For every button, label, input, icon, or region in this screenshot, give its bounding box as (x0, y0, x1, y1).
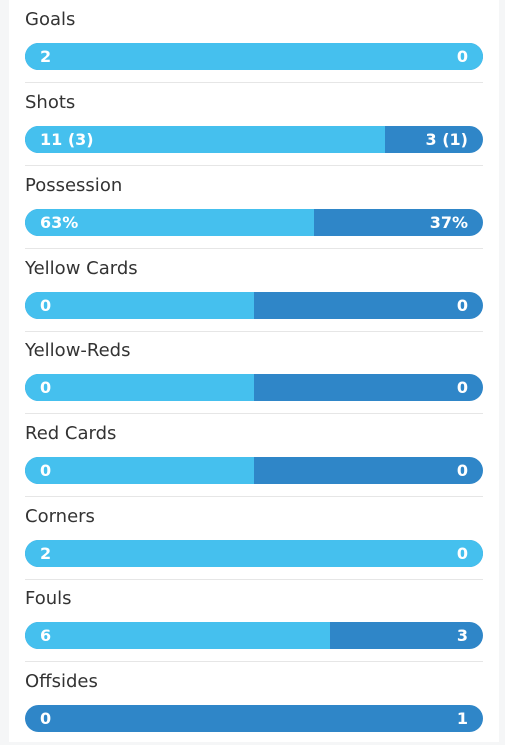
stat-bar: 2 0 (25, 43, 483, 70)
stat-label: Goals (25, 9, 76, 30)
home-bar-fill (25, 540, 483, 567)
stat-row-fouls: Fouls 6 3 (25, 579, 483, 662)
home-value: 2 (40, 544, 52, 563)
stat-bar: 63% 37% (25, 209, 483, 236)
stat-bar: 2 0 (25, 540, 483, 567)
home-bar-fill (25, 457, 254, 484)
stat-bar: 6 3 (25, 622, 483, 649)
stat-row-yellow-reds: Yellow-Reds 0 0 (25, 331, 483, 414)
home-value: 0 (40, 709, 52, 728)
stat-row-corners: Corners 2 0 (25, 497, 483, 580)
away-value: 0 (456, 296, 468, 315)
home-bar-fill (25, 209, 314, 236)
away-value: 0 (456, 378, 468, 397)
stat-bar: 0 1 (25, 705, 483, 732)
stat-row-shots: Shots 11 (3) 3 (1) (25, 83, 483, 166)
home-value: 0 (40, 461, 52, 480)
away-value: 3 (456, 626, 468, 645)
divider (25, 661, 483, 662)
stat-bar: 0 0 (25, 374, 483, 401)
home-bar-fill (25, 622, 331, 649)
divider (25, 248, 483, 249)
home-value: 0 (40, 296, 52, 315)
stat-label: Yellow-Reds (25, 340, 131, 361)
divider (25, 496, 483, 497)
stat-label: Shots (25, 92, 76, 113)
match-stats-panel: Goals 2 0 Shots 11 (3) 3 (1) Possession … (9, 0, 499, 742)
stat-row-red-cards: Red Cards 0 0 (25, 414, 483, 497)
stat-row-goals: Goals 2 0 (25, 0, 483, 83)
away-value: 0 (456, 461, 468, 480)
home-value: 63% (40, 213, 79, 232)
divider (25, 82, 483, 83)
divider (25, 579, 483, 580)
stat-label: Offsides (25, 671, 98, 692)
away-value: 37% (429, 213, 468, 232)
stat-bar: 0 0 (25, 457, 483, 484)
home-bar-fill (25, 43, 483, 70)
stat-bar: 11 (3) 3 (1) (25, 126, 483, 153)
home-value: 11 (3) (40, 130, 94, 149)
divider (25, 165, 483, 166)
away-value: 1 (456, 709, 468, 728)
divider (25, 413, 483, 414)
stat-label: Yellow Cards (25, 258, 138, 279)
away-value: 0 (456, 47, 468, 66)
away-value: 3 (1) (425, 130, 468, 149)
divider (25, 331, 483, 332)
home-value: 2 (40, 47, 52, 66)
stat-label: Fouls (25, 588, 72, 609)
stat-row-yellow-cards: Yellow Cards 0 0 (25, 249, 483, 332)
stat-label: Corners (25, 506, 95, 527)
home-bar-fill (25, 374, 254, 401)
stat-row-possession: Possession 63% 37% (25, 166, 483, 249)
stat-label: Possession (25, 175, 123, 196)
home-bar-fill (25, 292, 254, 319)
stat-label: Red Cards (25, 423, 117, 444)
stat-bar: 0 0 (25, 292, 483, 319)
stat-row-offsides: Offsides 0 1 (25, 662, 483, 745)
home-bar-fill (25, 126, 385, 153)
home-value: 0 (40, 378, 52, 397)
away-value: 0 (456, 544, 468, 563)
home-value: 6 (40, 626, 52, 645)
